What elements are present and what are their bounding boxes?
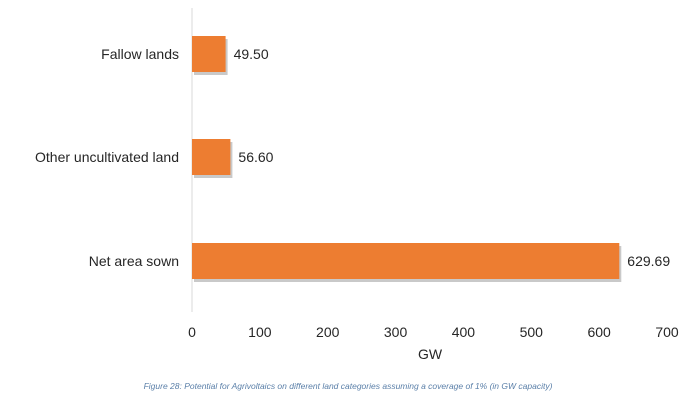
category-label: Net area sown [89, 253, 179, 269]
x-tick-label: 700 [655, 324, 679, 340]
x-tick-label: 600 [587, 324, 611, 340]
x-tick-label: 0 [188, 324, 196, 340]
bars-layer [192, 36, 622, 282]
bar [192, 243, 620, 279]
x-axis-title: GW [418, 346, 443, 362]
bar-chart: Fallow lands 49.50 Other uncultivated land… [35, 8, 679, 362]
data-label: 56.60 [238, 149, 273, 165]
x-axis-ticks: 0 100 200 300 400 500 600 700 [188, 324, 679, 340]
x-tick-label: 400 [452, 324, 476, 340]
x-tick-label: 100 [248, 324, 272, 340]
data-label: 629.69 [627, 253, 670, 269]
category-label: Other uncultivated land [35, 149, 179, 165]
labels-layer: Fallow lands 49.50 Other uncultivated land… [35, 46, 670, 269]
x-tick-label: 300 [384, 324, 408, 340]
category-label: Fallow lands [101, 46, 179, 62]
x-tick-label: 200 [316, 324, 340, 340]
x-tick-label: 500 [520, 324, 544, 340]
bar [192, 36, 226, 72]
data-label: 49.50 [234, 46, 269, 62]
bar [192, 139, 231, 175]
figure-caption: Figure 28: Potential for Agrivoltaics on… [143, 381, 553, 391]
